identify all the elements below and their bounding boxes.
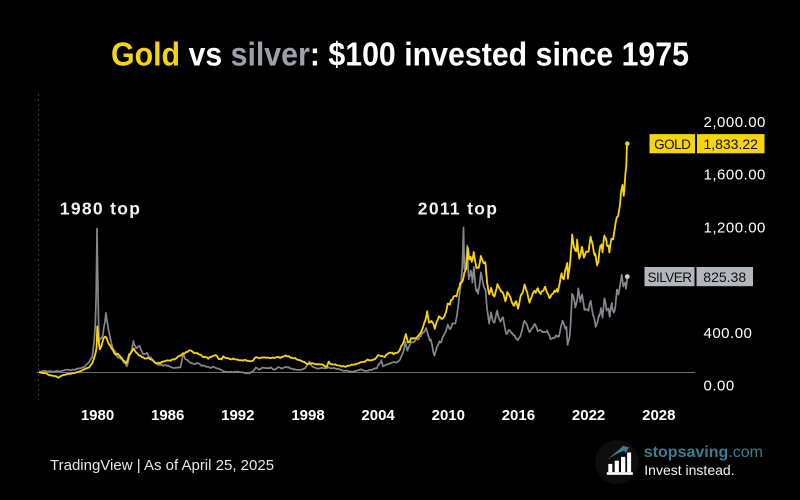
svg-text:Gold vs silver: $100 invested: Gold vs silver: $100 invested since 1975 <box>111 35 689 73</box>
svg-text:GOLD: GOLD <box>654 137 691 152</box>
svg-text:1986: 1986 <box>151 407 184 424</box>
svg-text:1980: 1980 <box>81 407 114 424</box>
svg-text:stopsaving.com: stopsaving.com <box>644 444 763 461</box>
svg-text:1,200.00: 1,200.00 <box>704 220 766 237</box>
svg-text:1998: 1998 <box>291 407 324 424</box>
svg-text:825.38: 825.38 <box>703 269 746 285</box>
svg-text:2022: 2022 <box>572 407 605 424</box>
svg-text:SILVER: SILVER <box>647 270 692 285</box>
svg-text:TradingView | As of April 25,: TradingView | As of April 25, 2025 <box>50 457 274 474</box>
svg-text:0.00: 0.00 <box>704 378 735 395</box>
svg-text:2,000.00: 2,000.00 <box>704 114 766 131</box>
svg-text:2016: 2016 <box>502 407 535 424</box>
svg-text:400.00: 400.00 <box>704 325 753 342</box>
svg-text:2004: 2004 <box>361 407 395 424</box>
svg-text:2011 top: 2011 top <box>418 199 498 219</box>
svg-text:Invest instead.: Invest instead. <box>644 462 734 478</box>
svg-text:2028: 2028 <box>642 407 675 424</box>
svg-text:1992: 1992 <box>221 407 254 424</box>
svg-text:1980 top: 1980 top <box>60 199 141 219</box>
svg-text:1,600.00: 1,600.00 <box>704 167 766 184</box>
svg-text:1,833.22: 1,833.22 <box>703 136 758 152</box>
svg-text:2010: 2010 <box>432 407 465 424</box>
